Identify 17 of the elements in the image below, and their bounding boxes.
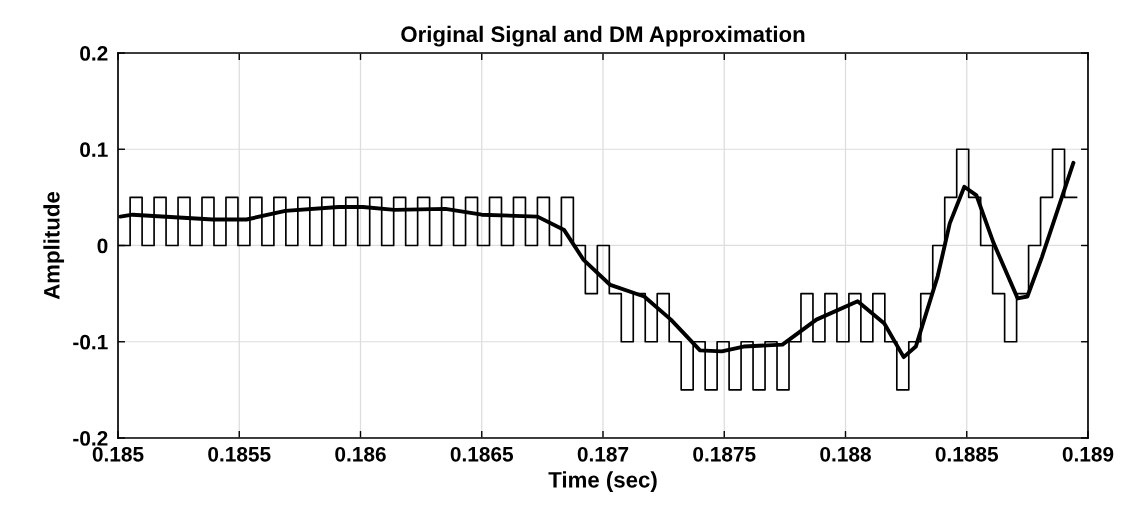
chart-title: Original Signal and DM Approximation bbox=[401, 25, 805, 47]
y-tick-label: -0.2 bbox=[73, 431, 108, 446]
x-tick-label: 0.186 bbox=[335, 446, 386, 462]
x-tick-label: 0.1875 bbox=[693, 446, 756, 462]
y-tick-label: 0.1 bbox=[80, 142, 108, 157]
x-tick-label: 0.1885 bbox=[935, 446, 999, 462]
x-tick-label: 0.187 bbox=[577, 446, 629, 462]
y-tick-label: 0.2 bbox=[80, 46, 108, 61]
x-axis-title: Time (sec) bbox=[548, 471, 657, 493]
x-tick-label: 0.188 bbox=[820, 446, 871, 462]
x-tick-label: 0.1865 bbox=[450, 446, 514, 462]
x-tick-label: 0.1855 bbox=[208, 446, 271, 462]
y-axis-title: Amplitude bbox=[43, 191, 65, 300]
y-tick-label: -0.1 bbox=[73, 334, 108, 350]
x-tick-label: 0.189 bbox=[1062, 446, 1114, 462]
x-tick-label: 0.185 bbox=[92, 446, 144, 462]
y-tick-label: 0 bbox=[97, 238, 108, 254]
